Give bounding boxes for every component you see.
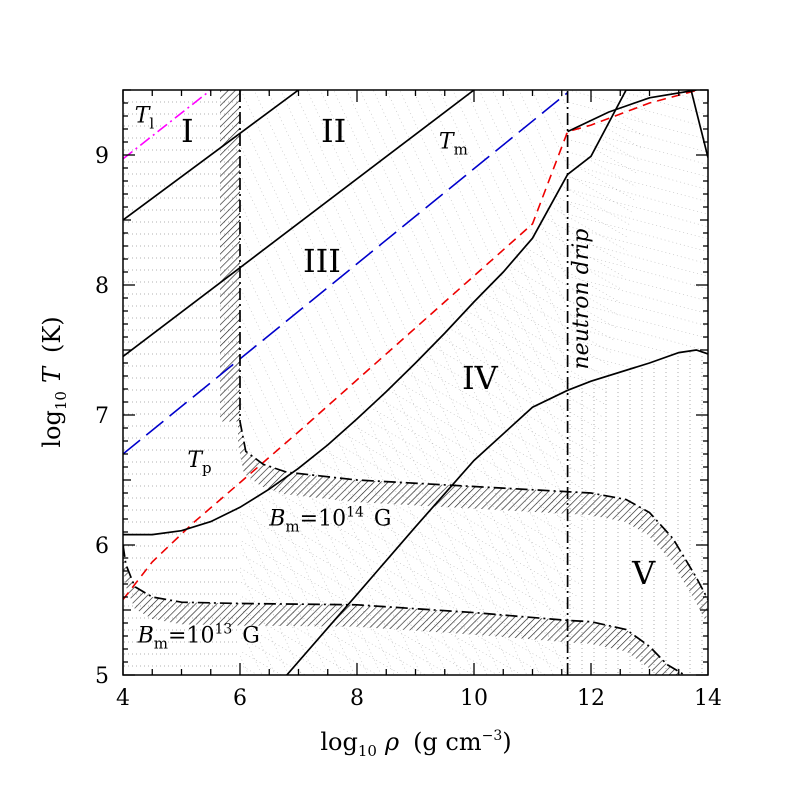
region-label: IV — [462, 359, 499, 397]
series-curve-11 — [123, 544, 686, 675]
band-14-vertical — [220, 90, 240, 422]
y-tick-label: 5 — [95, 664, 109, 689]
band-14 — [238, 90, 708, 622]
y-tick-label: 7 — [95, 404, 109, 429]
neutron-drip-label: neutron drip — [569, 229, 594, 370]
series-curve-8 — [690, 90, 708, 158]
series-curve-10 — [239, 90, 708, 600]
tick-labels: 4 6 8 10 12 14 5 6 7 8 9 — [95, 144, 722, 711]
series-curve-0 — [123, 90, 212, 160]
y-tick-label: 6 — [95, 534, 109, 559]
y-tick-label: 9 — [95, 144, 109, 169]
series-curve-6 — [286, 349, 708, 675]
t-m-label: Tm — [439, 130, 468, 159]
series-curve-7 — [567, 90, 697, 133]
annotations: Tl Tm Tp Bm=1014 G Bm=1013 G neutron drip — [135, 104, 594, 653]
region-fill-e — [567, 90, 708, 391]
band-13 — [123, 545, 685, 675]
x-tick-label: 12 — [577, 686, 605, 711]
series-curve-3 — [123, 90, 300, 221]
series-curve-4 — [123, 90, 475, 358]
curves — [123, 90, 708, 675]
region-label: V — [631, 554, 656, 592]
transition-bands — [123, 90, 708, 675]
series-curve-2 — [123, 90, 702, 601]
x-tick-label: 14 — [694, 686, 722, 711]
y-tick-label: 8 — [95, 274, 109, 299]
series-curve-1 — [123, 91, 569, 455]
region-label: II — [321, 112, 346, 150]
region-label: I — [181, 112, 194, 150]
region-fill-a — [123, 90, 240, 675]
bm14-label: Bm=1014 G — [268, 505, 391, 536]
region-fill-c — [240, 90, 650, 675]
y-axis-title: log10T(K) — [38, 316, 70, 447]
t-p-label: Tp — [187, 448, 211, 477]
axis-ticks — [122, 89, 709, 676]
x-tick-label: 6 — [233, 686, 247, 711]
region-label: III — [303, 242, 341, 280]
x-tick-label: 8 — [350, 686, 364, 711]
region-hatching — [123, 90, 708, 675]
x-tick-label: 10 — [460, 686, 488, 711]
bm13-label: Bm=1013 G — [137, 622, 260, 653]
t-l-label: Tl — [135, 104, 155, 133]
x-axis-title: log10 ρ (g cm−3) — [320, 728, 511, 760]
x-tick-label: 4 — [116, 686, 130, 711]
